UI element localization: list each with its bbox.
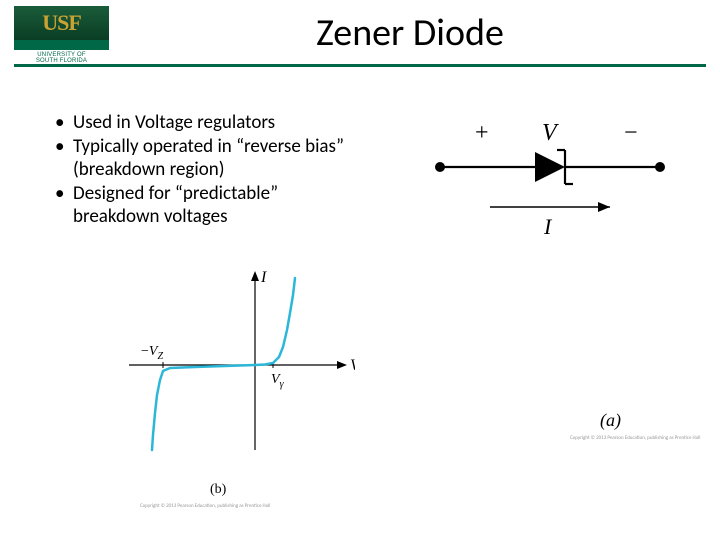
caption-b: (b) <box>210 482 226 498</box>
bullet-list: Used in Voltage regulators Typically ope… <box>55 112 365 230</box>
svg-text:−VZ: −VZ <box>141 344 163 362</box>
caption-a: (a) <box>600 410 621 431</box>
svg-text:+: + <box>475 120 489 146</box>
copyright-a: Copyright © 2013 Pearson Education, publ… <box>570 435 700 441</box>
copyright-b: Copyright © 2013 Pearson Education, publ… <box>140 503 270 509</box>
bullet-item: Used in Voltage regulators <box>55 112 365 134</box>
svg-text:V: V <box>542 120 559 146</box>
svg-text:−: − <box>624 120 638 146</box>
slide-title: Zener Diode <box>110 10 710 56</box>
svg-text:V: V <box>350 357 355 374</box>
zener-symbol-diagram: + V − I <box>420 112 680 242</box>
svg-text:I: I <box>543 214 553 239</box>
usf-logo: USF UNIVERSITY OFSOUTH FLORIDA <box>14 6 109 62</box>
header-rule <box>14 64 706 67</box>
bullet-item: Designed for “predictable” breakdown vol… <box>55 183 365 228</box>
logo-text-bottom: UNIVERSITY OFSOUTH FLORIDA <box>14 50 109 64</box>
logo-text-top: USF <box>14 6 109 40</box>
iv-curve-chart: I V −VZ Vγ <box>100 260 355 490</box>
svg-text:Vγ: Vγ <box>271 372 285 390</box>
header: USF UNIVERSITY OFSOUTH FLORIDA Zener Dio… <box>0 0 720 68</box>
bullet-item: Typically operated in “reverse bias” (br… <box>55 136 365 181</box>
svg-text:I: I <box>260 269 267 286</box>
